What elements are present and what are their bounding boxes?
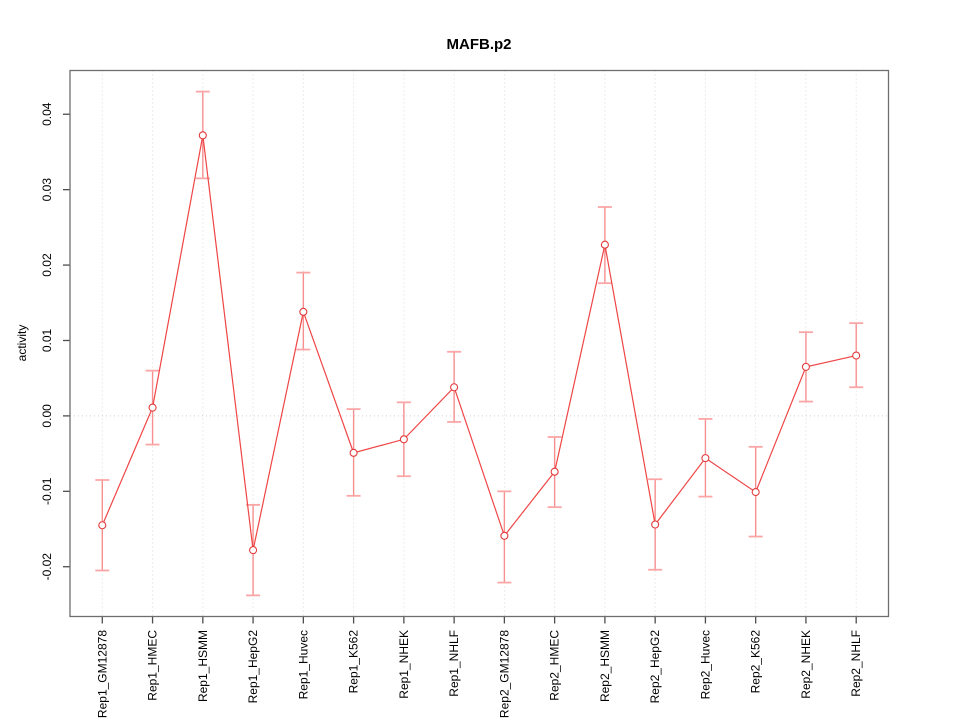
x-tick-label: Rep2_NHLF bbox=[849, 630, 863, 697]
x-tick-label: Rep2_HSMM bbox=[598, 630, 612, 702]
x-tick-label: Rep2_NHEK bbox=[799, 630, 813, 699]
data-point bbox=[450, 383, 459, 392]
axis-layer: -0.02 -0.01 0.00 0.01 0.02 0.03 0.04 Rep1_GM128… bbox=[40, 102, 863, 718]
data-point bbox=[98, 521, 107, 530]
x-tick-label: Rep1_GM12878 bbox=[95, 630, 109, 718]
y-tick-label: 0.03 bbox=[40, 178, 54, 202]
data-point bbox=[801, 362, 810, 371]
x-tick-label: Rep1_HepG2 bbox=[246, 630, 260, 704]
data-point bbox=[701, 454, 710, 463]
data-point bbox=[651, 520, 660, 529]
series-line bbox=[101, 135, 857, 551]
data-point bbox=[148, 403, 157, 412]
data-point bbox=[600, 240, 609, 249]
data-point bbox=[399, 435, 408, 444]
y-tick-label: -0.01 bbox=[40, 477, 54, 505]
x-tick-label: Rep2_K562 bbox=[749, 630, 763, 694]
x-tick-label: Rep1_HSMM bbox=[196, 630, 210, 702]
data-point bbox=[198, 131, 207, 140]
y-tick-label: 0.02 bbox=[40, 253, 54, 277]
y-axis-label: activity bbox=[15, 325, 29, 362]
x-tick-label: Rep1_K562 bbox=[347, 630, 361, 694]
data-point bbox=[500, 531, 509, 540]
chart-title: MAFB.p2 bbox=[447, 36, 512, 53]
data-point bbox=[349, 448, 358, 457]
x-tick-label: Rep2_HepG2 bbox=[648, 630, 662, 704]
x-tick-label: Rep1_Huvec bbox=[296, 630, 310, 699]
plot-border-box bbox=[69, 69, 890, 618]
x-tick-label: Rep2_HMEC bbox=[548, 630, 562, 701]
data-point bbox=[299, 307, 308, 316]
data-series-layer bbox=[95, 90, 864, 597]
y-tick-label: 0.04 bbox=[40, 102, 54, 126]
grid-layer bbox=[70, 70, 889, 617]
x-tick-label: Rep1_NHLF bbox=[447, 630, 461, 697]
x-tick-label: Rep2_Huvec bbox=[698, 630, 712, 699]
y-tick-label: 0.01 bbox=[40, 328, 54, 352]
y-tick-label: -0.02 bbox=[40, 553, 54, 581]
data-point bbox=[550, 467, 559, 476]
data-point bbox=[852, 351, 861, 360]
data-point bbox=[249, 546, 258, 555]
x-tick-label: Rep2_GM12878 bbox=[497, 630, 511, 718]
y-tick-label: 0.00 bbox=[40, 404, 54, 428]
x-tick-label: Rep1_HMEC bbox=[146, 630, 160, 701]
data-point bbox=[751, 488, 760, 497]
x-tick-label: Rep1_NHEK bbox=[397, 630, 411, 699]
